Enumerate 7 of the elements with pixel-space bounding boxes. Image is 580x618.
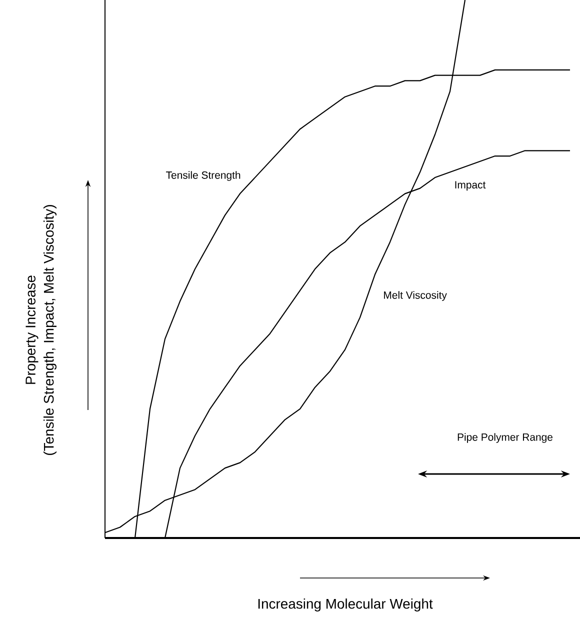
series-label: Melt Viscosity — [384, 291, 447, 301]
series-label: Tensile Strength — [166, 171, 240, 181]
text: (Tensile Strength, Impact, Melt Viscosity) — [44, 205, 56, 455]
series-label: Impact — [455, 181, 486, 191]
annotation: Pipe Polymer Range — [458, 433, 552, 443]
y-axis-title: Property Increase — [26, 276, 38, 384]
x-axis-title: Increasing Molecular Weight — [258, 598, 433, 612]
